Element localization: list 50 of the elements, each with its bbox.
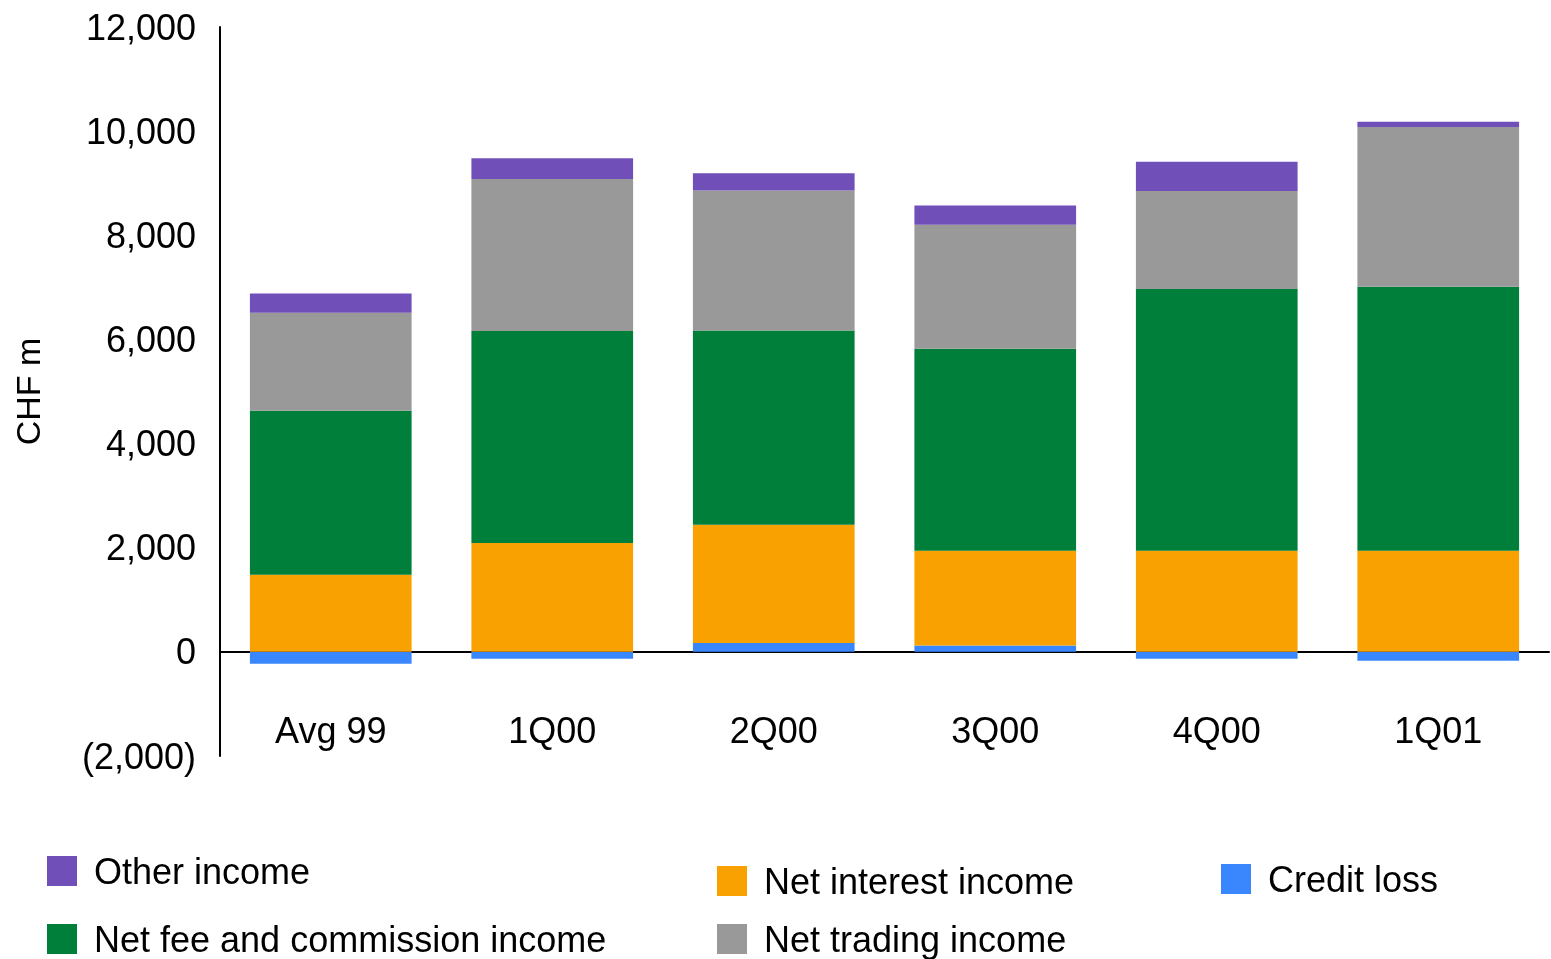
y-tick-label: 6,000 [105, 318, 196, 360]
x-tick-label: 1Q00 [508, 709, 597, 751]
bar [692, 330, 855, 525]
y-tick-label: 0 [175, 631, 196, 673]
bar [1135, 651, 1298, 659]
y-tick-label: 10,000 [85, 110, 196, 152]
bar [1135, 191, 1298, 289]
bar [692, 524, 855, 644]
legend-label: Net interest income [764, 860, 1075, 902]
bar [1357, 651, 1520, 661]
legend-label: Other income [94, 850, 311, 892]
bar [692, 173, 855, 191]
x-tick-label: 2Q00 [729, 709, 818, 751]
bar [914, 550, 1077, 646]
legend-label: Net fee and commission income [94, 918, 607, 959]
bar [1135, 550, 1298, 652]
y-tick-label: 8,000 [105, 214, 196, 256]
bar [471, 543, 634, 652]
bar [1135, 288, 1298, 551]
bar [692, 190, 855, 331]
bar [471, 179, 634, 332]
bar [249, 293, 412, 313]
y-tick-label: (2,000) [81, 735, 196, 777]
x-tick-label: Avg 99 [275, 709, 387, 751]
y-tick-label: 12,000 [85, 6, 196, 48]
x-tick-label: 4Q00 [1172, 709, 1261, 751]
x-tick-label: 3Q00 [951, 709, 1040, 751]
bar [914, 645, 1077, 652]
bar [471, 331, 634, 544]
bar [1357, 121, 1520, 127]
legend-label: Credit loss [1268, 858, 1439, 900]
y-tick-label: 2,000 [105, 527, 196, 569]
bar [249, 312, 412, 411]
x-tick-label: 1Q01 [1394, 709, 1483, 751]
bar [471, 651, 634, 659]
bar [1357, 550, 1520, 652]
bar [249, 574, 412, 652]
bar [1135, 161, 1298, 192]
bar [914, 205, 1077, 225]
bar [692, 643, 855, 652]
bar [1357, 286, 1520, 551]
bar [249, 410, 412, 575]
bar [471, 158, 634, 180]
bar [914, 348, 1077, 551]
y-tick-label: 4,000 [105, 423, 196, 465]
legend-label: Net trading income [764, 918, 1067, 959]
bar [914, 224, 1077, 349]
y-axis-title: CHF m [9, 337, 47, 446]
bar [1357, 126, 1520, 287]
bar [249, 651, 412, 664]
